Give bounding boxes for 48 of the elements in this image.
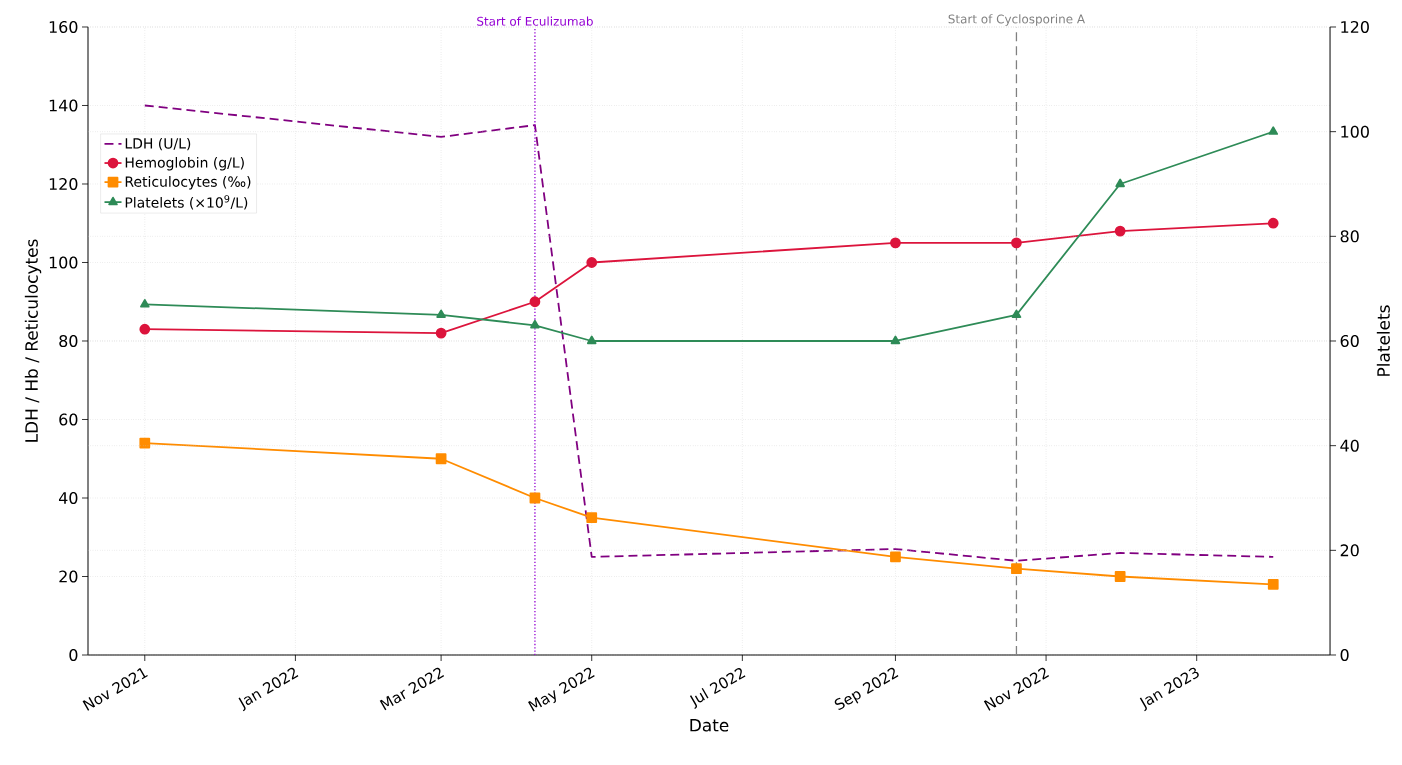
point — [1114, 571, 1126, 582]
y-tick-label: 40 — [58, 491, 78, 505]
y-tick-label: 0 — [69, 648, 78, 662]
point — [529, 296, 541, 308]
y2-tick-label: 40 — [1340, 439, 1359, 452]
x-axis-title: Date — [690, 719, 729, 732]
point — [1267, 578, 1279, 590]
point — [139, 323, 151, 335]
point — [435, 453, 447, 465]
y2-tick-label: 120 — [1341, 20, 1369, 34]
point — [435, 327, 447, 339]
point — [436, 309, 446, 318]
y-tick-label: 20 — [59, 570, 78, 583]
y2-tick-label: 20 — [1340, 544, 1359, 557]
y2-tick-label: 0 — [1340, 648, 1349, 662]
point — [1115, 178, 1125, 188]
legend-label: LDH (U/L) — [125, 137, 191, 151]
point — [1114, 225, 1126, 237]
y-tick-label: 140 — [49, 99, 78, 112]
point — [586, 335, 597, 345]
point — [890, 237, 901, 249]
y2-tick-label: 60 — [1340, 334, 1359, 348]
legend-label: Reticulocytes (‰) — [125, 176, 251, 190]
point — [139, 437, 151, 449]
legend-label: Platelets (×10$^{9}$/L) — [125, 195, 248, 210]
y-tick-label: 60 — [59, 413, 78, 426]
point — [1011, 237, 1022, 249]
y-tick-label: 120 — [49, 177, 78, 191]
point — [1011, 563, 1022, 575]
y-axis-title: LDH / Hb / Reticulocytes — [24, 239, 42, 442]
point — [890, 551, 901, 563]
point — [140, 298, 150, 308]
y2-tick-label: 100 — [1341, 125, 1369, 138]
point — [530, 319, 540, 329]
point — [890, 335, 901, 345]
point — [586, 512, 598, 524]
ref-line-label: Start of Cyclosporine A — [948, 14, 1085, 26]
y2-tick-label: 80 — [1340, 230, 1359, 243]
y2-axis-title: Platelets — [1376, 305, 1390, 376]
y-tick-label: 80 — [59, 334, 78, 348]
ref-line-label: Start of Eculizumab — [477, 16, 593, 26]
point — [1267, 217, 1279, 229]
y-tick-label: 160 — [49, 20, 78, 34]
point — [1011, 309, 1022, 318]
legend-label: Hemoglobin (g/L) — [125, 157, 244, 171]
point — [1268, 126, 1279, 135]
point — [586, 257, 598, 268]
y-tick-label: 100 — [49, 256, 78, 269]
